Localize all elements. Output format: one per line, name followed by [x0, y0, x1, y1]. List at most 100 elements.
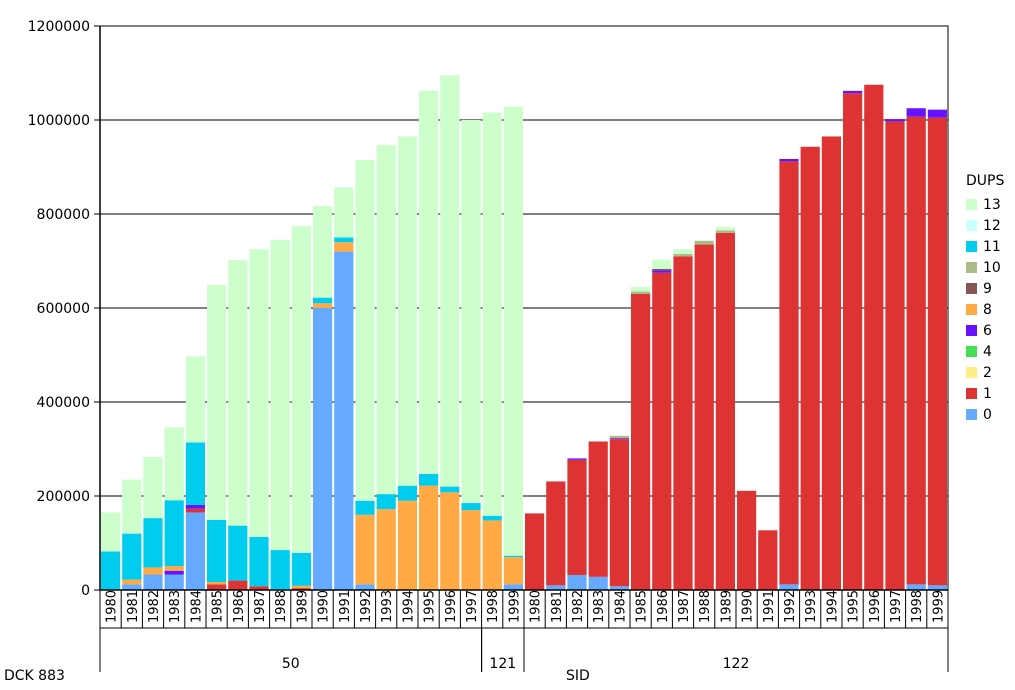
footer-left-label: DCK 883	[4, 668, 65, 684]
bar-segment	[715, 230, 735, 233]
bar-segment	[122, 584, 142, 590]
bar-segment	[737, 490, 757, 590]
x-tick-label: 1989	[295, 590, 310, 623]
legend-item: 4	[966, 341, 1004, 362]
x-tick-label: 1992	[783, 590, 798, 623]
legend-swatch	[966, 325, 977, 336]
bar-segment	[291, 552, 311, 586]
bar-segment	[270, 550, 290, 590]
bar-segment	[228, 580, 248, 590]
bar-segment	[503, 106, 523, 556]
bar-segment	[461, 120, 481, 504]
legend-swatch	[966, 262, 977, 273]
bar-segment	[546, 481, 566, 586]
x-tick-label: 1997	[889, 590, 904, 623]
x-tick-label: 1984	[613, 590, 628, 623]
category-groups: 50 121 122	[99, 628, 949, 672]
bar-segment	[376, 144, 396, 495]
x-tick-label: 1981	[550, 590, 565, 623]
bar-segment	[546, 585, 566, 590]
legend-label: 0	[983, 406, 992, 423]
y-tick-label: 800000	[37, 207, 90, 223]
y-tick-label: 0	[81, 583, 90, 599]
bar-segment	[164, 570, 184, 575]
x-tick-label: 1980	[529, 590, 544, 623]
x-tick-label: 1985	[211, 590, 226, 623]
bar-segment	[185, 504, 205, 509]
legend-label: 11	[983, 238, 1001, 255]
legend-swatch	[966, 388, 977, 399]
bar-segment	[440, 75, 460, 487]
bar-segment	[673, 253, 693, 257]
bar-segment	[864, 84, 884, 590]
legend-label: 6	[983, 322, 992, 339]
bar-segment	[885, 121, 905, 590]
bar-segment	[313, 206, 333, 298]
bar-segment	[334, 251, 354, 590]
bar-segment	[567, 458, 587, 460]
legend-item: 9	[966, 278, 1004, 299]
bar-segment	[906, 108, 926, 117]
bar-segment	[694, 244, 714, 591]
x-tick-label: 1995	[847, 590, 862, 623]
bar-segment	[143, 456, 163, 519]
bar-segment	[843, 93, 863, 591]
bar-segment	[101, 551, 121, 590]
bar-segment	[185, 356, 205, 443]
bar-segment	[164, 427, 184, 501]
legend-label: 1	[983, 385, 992, 402]
x-tick-label: 1999	[931, 590, 946, 623]
bar-segment	[313, 308, 333, 590]
bar-segment	[440, 492, 460, 590]
bar-segment	[291, 585, 311, 589]
legend-label: 9	[983, 280, 992, 297]
x-tick-label: 1991	[762, 590, 777, 623]
x-tick-label: 1980	[105, 590, 120, 623]
bar-segment	[588, 576, 608, 590]
x-axis-labels: 1980 1981 1982 1983 1984 1985 1986 1987 1988 1989…	[99, 590, 949, 629]
legend-item: 0	[966, 404, 1004, 425]
bar-segment	[609, 435, 629, 439]
bar-segment	[609, 438, 629, 440]
x-tick-label: 1996	[444, 590, 459, 623]
x-tick-label: 1998	[486, 590, 501, 623]
bar-segment	[652, 259, 672, 269]
bar-segment	[122, 533, 142, 580]
bar-segment	[419, 485, 439, 590]
x-tick-label: 1988	[698, 590, 713, 623]
x-tick-label: 1982	[147, 590, 162, 623]
x-tick-label: 1987	[253, 590, 268, 623]
x-tick-label: 1995	[423, 590, 438, 623]
bar-segment	[355, 584, 375, 590]
grid-lines	[100, 119, 948, 497]
bar-segment	[673, 256, 693, 590]
bar-segment	[652, 268, 672, 271]
legend-label: 13	[983, 196, 1001, 213]
bar-segment	[334, 187, 354, 238]
bars	[101, 75, 947, 591]
y-axis-ticks: 0 200000 400000 600000 800000 1000000 1200000	[28, 19, 100, 599]
x-tick-label: 1983	[168, 590, 183, 623]
x-tick-label: 1990	[317, 590, 332, 623]
bar-segment	[334, 242, 354, 252]
bar-segment	[185, 442, 205, 505]
bar-segment	[694, 240, 714, 245]
legend-item: 6	[966, 320, 1004, 341]
bar-segment	[758, 530, 778, 590]
x-tick-label: 1981	[126, 590, 141, 623]
legend-label: 2	[983, 364, 992, 381]
bar-segment	[419, 90, 439, 474]
legend-item: 13	[966, 194, 1004, 215]
bar-segment	[164, 566, 184, 571]
legend-item: 8	[966, 299, 1004, 320]
bar-segment	[482, 112, 502, 516]
bar-segment	[164, 500, 184, 567]
legend-label: 10	[983, 259, 1001, 276]
bar-segment	[461, 503, 481, 511]
bar-segment	[503, 557, 523, 585]
y-tick-label: 400000	[37, 395, 90, 411]
bar-segment	[461, 510, 481, 590]
bar-segment	[482, 520, 502, 590]
x-tick-label: 1989	[719, 590, 734, 623]
